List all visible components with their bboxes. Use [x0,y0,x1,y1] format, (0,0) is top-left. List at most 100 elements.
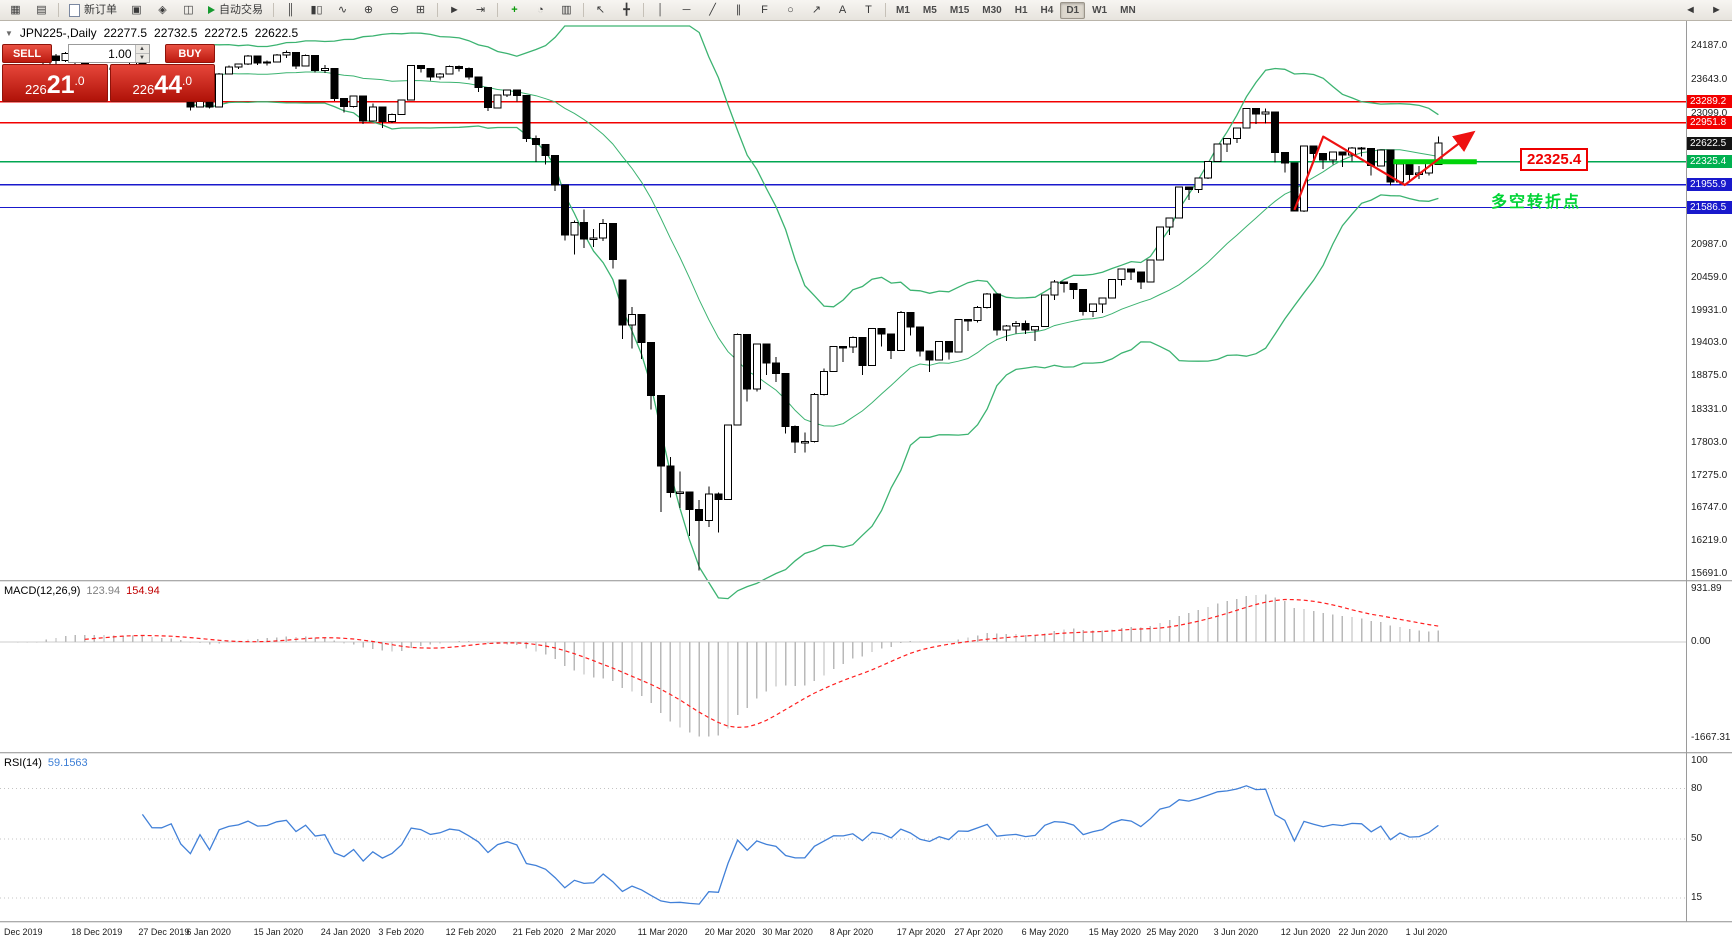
arrow-tool-icon[interactable]: ↗ [804,1,829,20]
symbol-period: JPN225-,Daily [19,26,97,40]
timeframe-mn-button[interactable]: MN [1120,4,1136,16]
volume-input[interactable] [68,45,135,62]
new-order-button-label: 新订单 [84,3,117,16]
crosshair-icon[interactable]: ╋ [614,1,639,20]
text-label-icon[interactable]: T [856,1,881,20]
next-chart-icon: ► [1711,3,1722,16]
timeframe-m30-button[interactable]: M30 [982,4,1002,16]
prev-chart-icon[interactable]: ◄ [1678,1,1703,20]
toolbar-separator [497,3,498,17]
auto-scroll-icon: ► [449,3,460,16]
macd-label: MACD(12,26,9) 123.94 154.94 [4,585,160,597]
bar-chart-icon[interactable]: ║ [278,1,303,20]
macd-main-value: 123.94 [86,585,121,597]
one-click-collapse-icon[interactable]: ▼ [5,28,13,38]
shapes-icon[interactable]: ○ [778,1,803,20]
volume-up-button[interactable]: ▲ [135,45,149,54]
shapes-icon: ○ [787,3,794,16]
auto-trading-button[interactable]: 自动交易 [202,1,269,20]
horizontal-line-icon[interactable]: ─ [674,1,699,20]
volume-box: ▲ ▼ [67,44,150,63]
prev-chart-icon: ◄ [1685,3,1696,16]
line-chart-icon: ∿ [337,3,348,16]
timeframe-d1-button[interactable]: D1 [1060,1,1086,19]
timeframe-w1-button[interactable]: W1 [1092,4,1108,16]
tile-windows-icon[interactable]: ⊞ [408,1,433,20]
price-callout-label: 22325.4 [1520,148,1589,171]
cursor-icon[interactable]: ↖ [588,1,613,20]
text-label-icon: T [865,3,872,16]
fibonacci-icon[interactable]: F [752,1,777,20]
vertical-line-icon: │ [657,3,664,16]
macd-signal-value: 154.94 [126,585,160,597]
sell-button[interactable]: SELL [2,44,52,63]
trendline-icon: ╱ [709,3,716,16]
price-digits: 21 [46,71,75,99]
indicators-icon: + [511,3,518,16]
auto-trading-button-label: 自动交易 [219,3,263,16]
toolbar-separator [437,3,438,17]
buy-price-panel[interactable]: 226 44.0 [109,64,215,102]
zoom-in-icon[interactable]: ⊕ [356,1,381,20]
channel-icon[interactable]: ∥ [726,1,751,20]
chart-profiles-icon: ▤ [36,3,47,16]
cursor-icon: ↖ [595,3,606,16]
price-digits: 226 [24,82,47,97]
sell-price-panel[interactable]: 226 21.0 [2,64,108,102]
timeframe-m5-button[interactable]: M5 [922,4,937,16]
toolbar-separator [58,3,59,17]
vertical-line-icon[interactable]: │ [648,1,673,20]
timeframe-m1-button[interactable]: M1 [896,4,910,16]
toolbar-separator [643,3,644,17]
price-digits: .0 [74,74,85,88]
one-click-price-row: 226 21.0 226 44.0 [2,64,215,102]
rsi-value: 59.1563 [47,757,88,769]
bar-chart-icon: ║ [286,3,295,16]
crosshair-icon: ╋ [623,3,630,16]
next-chart-icon[interactable]: ► [1704,1,1729,20]
rsi-name: RSI(14) [4,757,42,769]
terminal-icon: ◫ [183,3,194,16]
market-watch-icon[interactable]: ▣ [124,1,149,20]
ohlc-close: 22622.5 [254,26,299,40]
templates-icon[interactable]: ▥ [554,1,579,20]
navigator-icon: ◈ [158,3,167,16]
text-tool-icon[interactable]: A [830,1,855,20]
candlestick-chart-icon[interactable]: ▮▯ [304,1,329,20]
terminal-icon[interactable]: ◫ [176,1,201,20]
zoom-out-icon: ⊖ [389,3,400,16]
buy-button[interactable]: BUY [165,44,215,63]
line-chart-icon[interactable]: ∿ [330,1,355,20]
chart-profiles-icon[interactable]: ▤ [29,1,54,20]
candlestick-chart-icon: ▮▯ [310,3,323,16]
new-chart-icon[interactable]: ▦ [3,1,28,20]
toolbar-separator [273,3,274,17]
templates-icon: ▥ [561,3,572,16]
chart-ohlc-info: ▼ JPN225-,Daily 22277.5 22732.5 22272.5 … [5,26,298,40]
timeframe-h4-button[interactable]: H4 [1040,4,1054,16]
volume-down-button[interactable]: ▼ [135,54,149,62]
timeframe-h1-button[interactable]: H1 [1014,4,1028,16]
fibonacci-icon: F [761,3,768,16]
rsi-panel-separator[interactable] [0,752,1732,754]
zoom-in-icon: ⊕ [363,3,374,16]
indicators-icon[interactable]: + [502,1,527,20]
toolbar-separator [583,3,584,17]
periods-icon[interactable]: ◔ [528,1,553,20]
auto-scroll-icon[interactable]: ► [442,1,467,20]
market-watch-icon: ▣ [131,3,142,16]
arrow-tool-icon: ↗ [811,3,822,16]
ohlc-open: 22277.5 [103,26,148,40]
new-order-button[interactable]: 新订单 [63,1,123,20]
macd-name: MACD(12,26,9) [4,585,81,597]
price-digits: 44 [154,71,182,99]
chart-shift-icon[interactable]: ⇥ [468,1,493,20]
timeframe-m15-button[interactable]: M15 [949,4,970,16]
price-axis-separator [1686,21,1687,922]
zoom-out-icon[interactable]: ⊖ [382,1,407,20]
time-axis-separator [0,921,1732,923]
navigator-icon[interactable]: ◈ [150,1,175,20]
trendline-icon[interactable]: ╱ [700,1,725,20]
macd-panel-separator[interactable] [0,580,1732,582]
